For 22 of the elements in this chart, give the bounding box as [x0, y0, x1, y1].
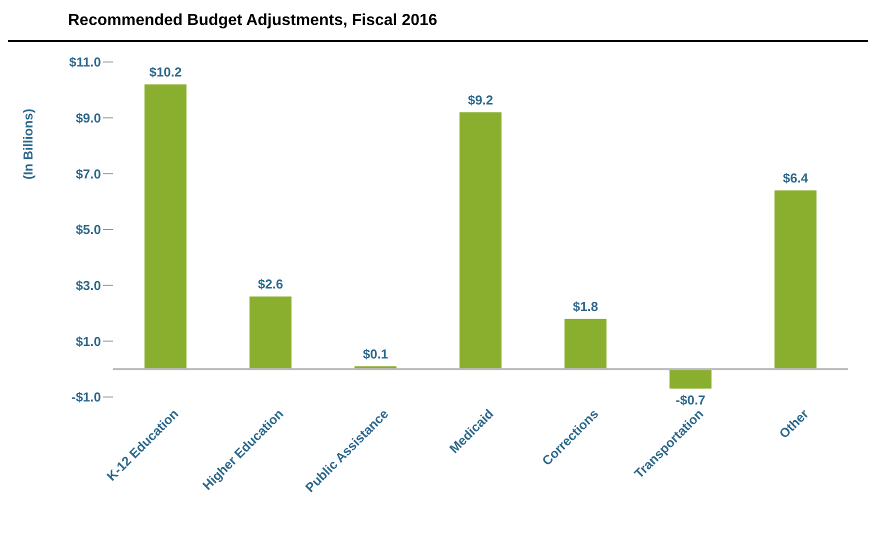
data-label: $6.4	[782, 170, 809, 186]
y-axis-title: (In Billions)	[20, 108, 36, 180]
y-tick-label: -$1.0	[71, 390, 101, 405]
y-tick-label: $7.0	[76, 166, 101, 182]
y-tick-label: $9.0	[76, 110, 101, 126]
data-label: $0.1	[362, 346, 388, 362]
chart-title: Recommended Budget Adjustments, Fiscal 2016	[8, 8, 868, 42]
bar	[670, 369, 712, 389]
bar	[250, 296, 292, 370]
bar	[564, 318, 606, 370]
bar	[774, 190, 816, 370]
bar	[144, 84, 186, 370]
bar	[460, 112, 502, 370]
data-label: $9.2	[468, 92, 494, 108]
data-label: $2.6	[258, 276, 284, 292]
y-tick-label: $3.0	[76, 278, 101, 293]
data-label: -$0.7	[676, 392, 706, 408]
data-label: $1.8	[572, 298, 598, 314]
y-tick-label: $11.0	[69, 54, 101, 70]
data-label: $10.2	[149, 64, 182, 80]
y-tick-label: $1.0	[76, 334, 101, 349]
y-tick-label: $5.0	[76, 222, 101, 238]
